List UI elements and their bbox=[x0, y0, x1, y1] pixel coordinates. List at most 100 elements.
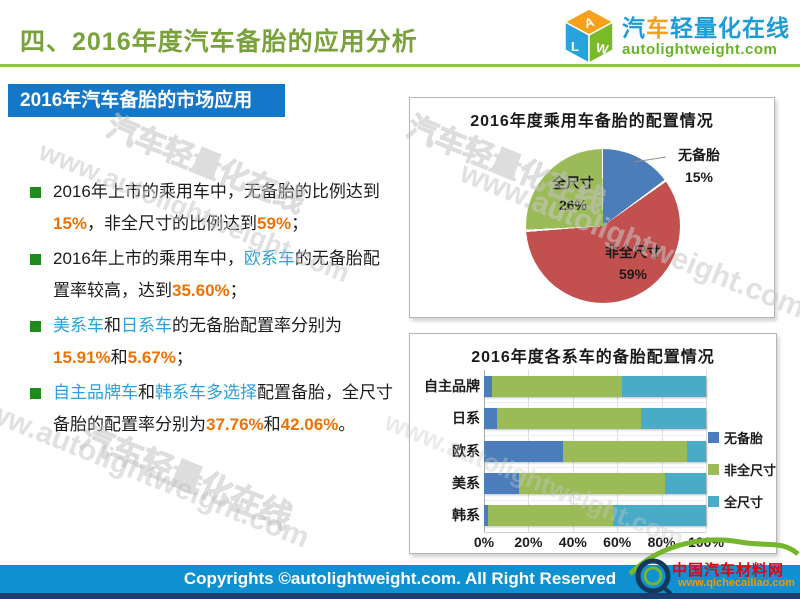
bar-category-label: 韩系 bbox=[452, 507, 480, 524]
bar-segment-非全尺寸 bbox=[488, 505, 613, 527]
footer-strip bbox=[0, 593, 800, 599]
bullet-square-icon bbox=[30, 187, 41, 198]
legend-label: 无备胎 bbox=[724, 431, 764, 446]
text-segment: 。 bbox=[338, 415, 356, 434]
section-banner: 2016年汽车备胎的市场应用 bbox=[8, 84, 285, 117]
bar-segment-无备胎 bbox=[484, 505, 489, 527]
text-segment: 和 bbox=[263, 415, 281, 434]
text-segment: 和 bbox=[138, 383, 155, 402]
bar-segment-全尺寸 bbox=[612, 505, 706, 527]
bar-category-label: 美系 bbox=[452, 474, 480, 491]
footer-copyright: Copyrights ©autolightweight.com. All Rig… bbox=[183, 569, 617, 588]
bar-segment-非全尺寸 bbox=[491, 375, 623, 397]
text-segment: 韩系车多选择 bbox=[155, 383, 257, 402]
text-segment: 35.60% bbox=[172, 281, 230, 300]
car-swoosh-icon bbox=[628, 537, 800, 596]
bar-segment-无备胎 bbox=[484, 472, 520, 494]
bar-segment-非全尺寸 bbox=[496, 408, 642, 430]
corner-logo: 中国汽车材料网 www.qichecailiao.com bbox=[628, 532, 800, 599]
pie-label-none: 无备胎 15% bbox=[663, 144, 735, 188]
bar-segment-非全尺寸 bbox=[519, 472, 665, 494]
bullet-item: 2016年上市的乘用车中，无备胎的比例达到 15%，非全尺寸的比例达到59%； bbox=[30, 176, 394, 240]
pie-chart bbox=[526, 149, 680, 303]
text-segment: 15% bbox=[53, 214, 88, 233]
text-segment: ，非全尺寸的比例达到 bbox=[87, 214, 258, 233]
text-segment: 美系车 bbox=[53, 316, 104, 335]
logo-chinese-name: 汽车轻量化在线 bbox=[622, 15, 790, 41]
pie-label-full-pct: 26% bbox=[558, 197, 588, 213]
x-tick-label: 20% bbox=[514, 534, 543, 550]
logo-texts: 汽车轻量化在线 autolightweight.com bbox=[622, 15, 790, 58]
bullet-item: 2016年上市的乘用车中，欧系车的无备胎配置率较高，达到35.60%； bbox=[30, 243, 394, 307]
cube-letter-l: L bbox=[571, 39, 579, 54]
site-logo: A L W 汽车轻量化在线 autolightweight.com bbox=[562, 7, 790, 65]
corner-logo-url: www.qichecailiao.com bbox=[678, 577, 795, 589]
x-tick-label: 0% bbox=[473, 534, 495, 550]
bar-category-label: 自主品牌 bbox=[424, 377, 480, 394]
bar-segment-无备胎 bbox=[484, 440, 564, 462]
row-separator bbox=[484, 499, 706, 501]
cube-letter-w: W bbox=[594, 40, 610, 58]
bar-category-label: 日系 bbox=[452, 410, 480, 427]
text-segment: 到 bbox=[362, 182, 380, 201]
corner-logo-name: 中国汽车材料网 bbox=[672, 562, 785, 579]
bullet-item: 自主品牌车和韩系车多选择配置备胎，全尺寸备胎的配置率分别为37.76%和42.0… bbox=[30, 377, 394, 441]
legend-item: 全尺寸 bbox=[708, 492, 776, 511]
pie-label-nonfull: 非全尺寸 59% bbox=[593, 241, 673, 285]
pie-chart-box: 2016年度乘用车备胎的配置情况 无备胎 15% 非全尺寸 59% 全尺寸 26… bbox=[409, 97, 775, 318]
page-title: 四、2016年度汽车备胎的应用分析 bbox=[20, 28, 418, 56]
text-segment: 59% bbox=[257, 214, 292, 233]
x-tick-label: 40% bbox=[558, 534, 587, 550]
legend-item: 无备胎 bbox=[708, 428, 776, 447]
bar-row bbox=[484, 440, 706, 462]
bullet-square-icon bbox=[30, 321, 41, 332]
bar-segment-全尺寸 bbox=[664, 472, 706, 494]
bullet-text: 2016年上市的乘用车中，欧系车的无备胎配置率较高，达到35.60%； bbox=[53, 243, 394, 307]
text-segment: 日系车 bbox=[121, 316, 172, 335]
pie-label-full-name: 全尺寸 bbox=[552, 175, 594, 191]
bar-row bbox=[484, 505, 706, 527]
text-segment: 15.91% bbox=[53, 348, 111, 367]
text-segment: ； bbox=[175, 348, 193, 367]
bar-segment-无备胎 bbox=[484, 408, 497, 430]
text-segment: 自主品牌车 bbox=[53, 383, 138, 402]
x-tick-label: 80% bbox=[647, 534, 676, 550]
x-axis-line bbox=[484, 532, 706, 533]
text-segment: ； bbox=[229, 281, 247, 300]
row-separator bbox=[484, 467, 706, 469]
logo-domain: autolightweight.com bbox=[622, 40, 778, 58]
bullet-item: 美系车和日系车的无备胎配置率分别为15.91%和5.67%； bbox=[30, 310, 394, 374]
legend-label: 全尺寸 bbox=[724, 495, 764, 510]
text-segment: 的无备胎配置率分别为 bbox=[172, 316, 342, 335]
row-separator bbox=[484, 434, 706, 436]
text-segment: 欧系车 bbox=[243, 249, 295, 268]
bar-chart-title: 2016年度各系车的备胎配置情况 bbox=[471, 349, 715, 366]
bar-segment-全尺寸 bbox=[641, 408, 706, 430]
title-underline bbox=[0, 64, 800, 67]
text-segment: 2016年上市的乘用车中， bbox=[53, 249, 244, 268]
text-segment: ； bbox=[291, 214, 309, 233]
logo-cn-2: 车 bbox=[646, 14, 670, 41]
bar-segment-非全尺寸 bbox=[563, 440, 688, 462]
text-segment: 2016年上市的乘用车中，无备胎的比例达 bbox=[53, 182, 363, 201]
bar-chart-box: 2016年度各系车的备胎配置情况 自主品牌 日系 欧系 美系 韩系 0% 20% 40% 60… bbox=[409, 333, 777, 554]
text-segment: 5.67% bbox=[127, 348, 176, 367]
legend-item: 非全尺寸 bbox=[708, 460, 776, 479]
bar-row bbox=[484, 375, 706, 397]
bullet-square-icon bbox=[30, 254, 41, 265]
bar-legend: 无备胎非全尺寸全尺寸 bbox=[708, 428, 776, 524]
text-segment: 和 bbox=[104, 316, 121, 335]
bullet-square-icon bbox=[30, 388, 41, 399]
text-segment: 37.76% bbox=[206, 415, 264, 434]
legend-swatch-icon bbox=[708, 432, 719, 443]
text-segment: 和 bbox=[110, 348, 128, 367]
bar-row bbox=[484, 472, 706, 494]
bar-segment-无备胎 bbox=[484, 375, 492, 397]
x-tick-label: 60% bbox=[603, 534, 632, 550]
pie-label-none-pct: 15% bbox=[684, 169, 714, 185]
legend-label: 非全尺寸 bbox=[724, 463, 777, 478]
row-separator bbox=[484, 402, 706, 404]
logo-cn-1: 汽 bbox=[622, 14, 646, 41]
bullet-text: 自主品牌车和韩系车多选择配置备胎，全尺寸备胎的配置率分别为37.76%和42.0… bbox=[53, 377, 394, 441]
cube-logo-icon: A L W bbox=[563, 8, 615, 65]
